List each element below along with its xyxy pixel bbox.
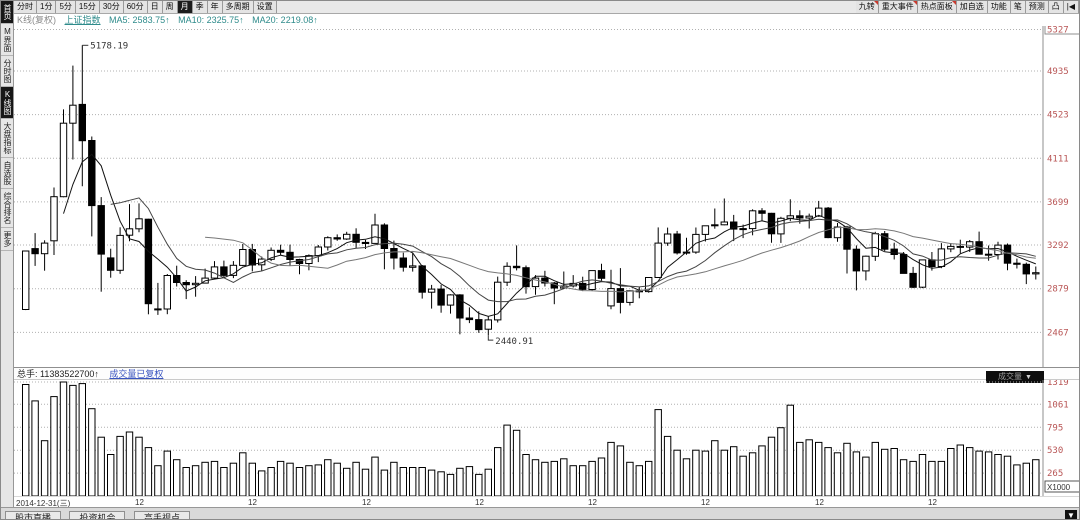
svg-text:4111: 4111 bbox=[1047, 154, 1069, 164]
sidebar-item-自选股[interactable]: 自选股 bbox=[1, 158, 13, 189]
sidebar-item-首页[interactable]: 首页 bbox=[1, 1, 13, 24]
tool-button-重大事件[interactable]: 重大事件 bbox=[878, 1, 918, 13]
axis-start-date-label: 2014-12-31(三) bbox=[16, 499, 71, 508]
svg-text:2440.91: 2440.91 bbox=[495, 337, 533, 347]
volume-adjusted-link[interactable]: 成交量已复权 bbox=[109, 369, 164, 379]
bottom-bar: 股市直播 投资机会 高手视点 ▼ bbox=[1, 507, 1079, 519]
svg-text:265: 265 bbox=[1047, 469, 1063, 479]
sidebar-item-分时图[interactable]: 分时图 bbox=[1, 56, 13, 87]
chevron-down-icon: ▼ bbox=[1025, 374, 1032, 381]
sidebar-item-更多[interactable]: 更多 bbox=[1, 228, 13, 251]
period-button-设置[interactable]: 设置 bbox=[253, 1, 277, 13]
tool-button-热点面板[interactable]: 热点面板 bbox=[917, 1, 957, 13]
svg-text:4935: 4935 bbox=[1047, 67, 1069, 77]
price-candlestick-chart[interactable]: 5327 4935 4523 4111 3699 3292 2879 2467 5178.19 2… bbox=[14, 26, 1080, 367]
svg-text:1319: 1319 bbox=[1047, 380, 1069, 388]
period-button-周[interactable]: 周 bbox=[162, 1, 178, 13]
top-toolbar: 分时 1分 5分 15分 30分 60分日周月季年多周期 设置 九转 重大事件 热点面板 加自选功… bbox=[14, 1, 1079, 14]
date-axis-row: 2014-12-31(三) 12 12 12 12 12 12 12 12 bbox=[14, 496, 1079, 508]
kline-mode-label: K线(复权) bbox=[17, 15, 56, 25]
period-button-5分[interactable]: 5分 bbox=[56, 1, 76, 13]
tab-expert-view[interactable]: 高手视点 bbox=[133, 511, 190, 519]
tab-investment-opportunity[interactable]: 投资机会 bbox=[69, 511, 126, 519]
axis-december-label: 12 bbox=[701, 498, 710, 507]
svg-text:4523: 4523 bbox=[1047, 111, 1069, 121]
index-name-link[interactable]: 上证指数 bbox=[64, 15, 101, 25]
svg-text:3699: 3699 bbox=[1047, 198, 1069, 208]
total-volume-value: 总手: 11383522700↑ bbox=[17, 369, 99, 379]
period-button-分时[interactable]: 分时 bbox=[14, 1, 37, 13]
ma20-value: MA20: 2219.08↑ bbox=[252, 15, 318, 25]
volume-bar-chart[interactable]: 1319 1061 795 530 265 X1000 bbox=[14, 380, 1080, 496]
period-button-60分[interactable]: 60分 bbox=[123, 1, 148, 13]
volume-indicator-selector-label: 成交量 bbox=[998, 372, 1023, 381]
axis-december-label: 12 bbox=[362, 498, 371, 507]
period-button-多周期[interactable]: 多周期 bbox=[222, 1, 254, 13]
period-button-1分[interactable]: 1分 bbox=[37, 1, 57, 13]
period-button-日[interactable]: 日 bbox=[147, 1, 163, 13]
axis-december-label: 12 bbox=[475, 498, 484, 507]
ma10-value: MA10: 2325.75↑ bbox=[178, 15, 244, 25]
tool-button-预测[interactable]: 预测 bbox=[1025, 1, 1049, 13]
tool-button-九转[interactable]: 九转 bbox=[855, 1, 879, 13]
axis-december-label: 12 bbox=[588, 498, 597, 507]
period-button-15分[interactable]: 15分 bbox=[75, 1, 100, 13]
period-button-季[interactable]: 季 bbox=[192, 1, 208, 13]
axis-december-label: 12 bbox=[928, 498, 937, 507]
svg-text:5178.19: 5178.19 bbox=[90, 41, 128, 51]
svg-text:1061: 1061 bbox=[1047, 400, 1069, 410]
tool-button-功能[interactable]: 功能 bbox=[987, 1, 1011, 13]
ma5-value: MA5: 2583.75↑ bbox=[109, 15, 170, 25]
axis-december-label: 12 bbox=[815, 498, 824, 507]
period-button-group: 分时 1分 5分 15分 30分 60分日周月季年多周期 设置 bbox=[14, 1, 277, 19]
svg-text:795: 795 bbox=[1047, 423, 1063, 433]
tool-button-笔[interactable]: 笔 bbox=[1010, 1, 1026, 13]
sidebar-item-K线图[interactable]: K线图 bbox=[1, 87, 13, 119]
tool-button-group: 九转 重大事件 热点面板 加自选 功能笔预测凸 |◀ bbox=[855, 1, 1079, 19]
tool-button-加自选[interactable]: 加自选 bbox=[956, 1, 988, 13]
sidebar-item-综合排名[interactable]: 综合排名 bbox=[1, 189, 13, 228]
svg-text:3292: 3292 bbox=[1047, 241, 1069, 251]
chart-header: K线(复权) 上证指数 MA5: 2583.75↑ MA10: 2325.75↑… bbox=[14, 14, 1079, 26]
sidebar-item-大盘指标[interactable]: 大盘指标 bbox=[1, 119, 13, 158]
period-button-月[interactable]: 月 bbox=[177, 1, 193, 13]
tab-live-broadcast[interactable]: 股市直播 bbox=[5, 511, 62, 519]
volume-header: 总手: 11383522700↑ 成交量已复权 bbox=[14, 367, 1079, 380]
svg-text:2879: 2879 bbox=[1047, 285, 1069, 295]
svg-text:5327: 5327 bbox=[1047, 26, 1069, 36]
left-sidebar: 首页 M界面 分时图 K线图 大盘指标 自选股 综合排名 更多 bbox=[1, 1, 14, 507]
svg-text:530: 530 bbox=[1047, 446, 1063, 456]
axis-december-label: 12 bbox=[248, 498, 257, 507]
period-button-30分[interactable]: 30分 bbox=[99, 1, 124, 13]
sidebar-item-M界面[interactable]: M界面 bbox=[1, 24, 13, 56]
expand-panel-icon[interactable]: ▼ bbox=[1065, 510, 1077, 519]
volume-indicator-selector[interactable]: 成交量 ▼ bbox=[986, 371, 1044, 383]
tool-button-凸[interactable]: 凸 bbox=[1048, 1, 1064, 13]
axis-december-label: 12 bbox=[135, 498, 144, 507]
period-button-年[interactable]: 年 bbox=[207, 1, 223, 13]
svg-text:X1000: X1000 bbox=[1047, 483, 1071, 492]
svg-text:2467: 2467 bbox=[1047, 328, 1069, 338]
tool-button-|◀[interactable]: |◀ bbox=[1063, 1, 1079, 13]
